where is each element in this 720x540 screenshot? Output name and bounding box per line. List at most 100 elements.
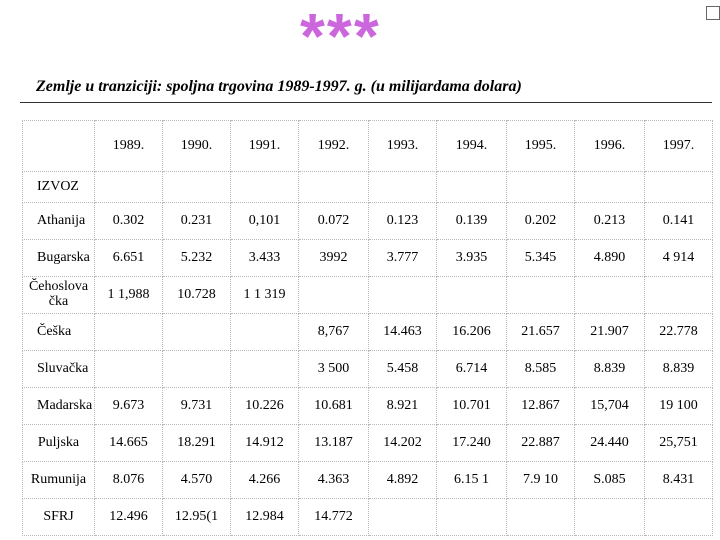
table-row: Rumunija 8.076 4.570 4.266 4.363 4.892 6… bbox=[22, 461, 713, 499]
value-cell bbox=[436, 498, 507, 536]
year-header: 1992. bbox=[298, 120, 369, 172]
value-cell: 12.95(1 bbox=[162, 498, 231, 536]
value-cell bbox=[298, 276, 369, 314]
value-cell: 14.665 bbox=[94, 424, 163, 462]
value-cell: 21.657 bbox=[506, 313, 575, 351]
value-cell: 9.731 bbox=[162, 387, 231, 425]
value-cell: 0.072 bbox=[298, 202, 369, 240]
country-label: Čehoslova čka bbox=[22, 276, 95, 314]
country-label: Češka bbox=[22, 313, 95, 351]
value-cell bbox=[436, 276, 507, 314]
table-row: Čehoslova čka 1 1,988 10.728 1 1 319 bbox=[22, 276, 713, 314]
year-header: 1990. bbox=[162, 120, 231, 172]
country-label: Athanija bbox=[22, 202, 95, 240]
value-cell bbox=[230, 350, 299, 388]
title-underline bbox=[20, 102, 712, 103]
year-header: 1997. bbox=[644, 120, 713, 172]
value-cell: 8.921 bbox=[368, 387, 437, 425]
decorative-stars: *** bbox=[300, 0, 381, 72]
value-cell bbox=[644, 498, 713, 536]
value-cell: 14.202 bbox=[368, 424, 437, 462]
value-cell: 10.728 bbox=[162, 276, 231, 314]
value-cell: 25,751 bbox=[644, 424, 713, 462]
value-cell: 3992 bbox=[298, 239, 369, 277]
value-cell: 10.681 bbox=[298, 387, 369, 425]
table-row: Sluvačka 3 500 5.458 6.714 8.585 8.839 8… bbox=[22, 350, 713, 388]
section-label: IZVOZ bbox=[22, 171, 95, 203]
value-cell: 3.777 bbox=[368, 239, 437, 277]
value-cell: 24.440 bbox=[574, 424, 645, 462]
table-row: Bugarska 6.651 5.232 3.433 3992 3.777 3.… bbox=[22, 239, 713, 277]
value-cell: 8.076 bbox=[94, 461, 163, 499]
value-cell: 19 100 bbox=[644, 387, 713, 425]
empty-cell bbox=[368, 171, 437, 203]
value-cell: 4.890 bbox=[574, 239, 645, 277]
value-cell: 3.935 bbox=[436, 239, 507, 277]
value-cell: 8.839 bbox=[644, 350, 713, 388]
value-cell: 4.266 bbox=[230, 461, 299, 499]
value-cell: 4.570 bbox=[162, 461, 231, 499]
value-cell bbox=[574, 276, 645, 314]
value-cell: 1 1 319 bbox=[230, 276, 299, 314]
value-cell: 0.302 bbox=[94, 202, 163, 240]
year-header: 1993. bbox=[368, 120, 437, 172]
value-cell: 6.15 1 bbox=[436, 461, 507, 499]
value-cell bbox=[368, 498, 437, 536]
value-cell: 16.206 bbox=[436, 313, 507, 351]
country-label: Puljska bbox=[22, 424, 95, 462]
value-cell: 22.887 bbox=[506, 424, 575, 462]
value-cell bbox=[368, 276, 437, 314]
value-cell: 6.651 bbox=[94, 239, 163, 277]
empty-cell bbox=[436, 171, 507, 203]
value-cell: 12.867 bbox=[506, 387, 575, 425]
value-cell: 0.202 bbox=[506, 202, 575, 240]
value-cell: 8.839 bbox=[574, 350, 645, 388]
value-cell: 4.363 bbox=[298, 461, 369, 499]
corner-square-decoration bbox=[706, 6, 720, 20]
year-header: 1996. bbox=[574, 120, 645, 172]
value-cell: 15,704 bbox=[574, 387, 645, 425]
empty-cell bbox=[644, 171, 713, 203]
year-header: 1995. bbox=[506, 120, 575, 172]
value-cell: 10.701 bbox=[436, 387, 507, 425]
section-row: IZVOZ bbox=[22, 171, 713, 203]
table-row: SFRJ 12.496 12.95(1 12.984 14.772 bbox=[22, 498, 713, 536]
value-cell: 3 500 bbox=[298, 350, 369, 388]
value-cell: 5.458 bbox=[368, 350, 437, 388]
value-cell bbox=[644, 276, 713, 314]
table-row: Puljska 14.665 18.291 14.912 13.187 14.2… bbox=[22, 424, 713, 462]
slide-title: Zemlje u tranziciji: spoljna trgovina 19… bbox=[36, 78, 522, 95]
empty-cell bbox=[94, 171, 163, 203]
value-cell bbox=[506, 276, 575, 314]
country-label: Madarska bbox=[22, 387, 95, 425]
empty-cell bbox=[574, 171, 645, 203]
value-cell bbox=[94, 350, 163, 388]
value-cell: 0.141 bbox=[644, 202, 713, 240]
value-cell: 0.213 bbox=[574, 202, 645, 240]
table-row: Madarska 9.673 9.731 10.226 10.681 8.921… bbox=[22, 387, 713, 425]
value-cell bbox=[162, 313, 231, 351]
value-cell: 7.9 10 bbox=[506, 461, 575, 499]
year-header: 1989. bbox=[94, 120, 163, 172]
value-cell: 9.673 bbox=[94, 387, 163, 425]
trade-table: 1989. 1990. 1991. 1992. 1993. 1994. 1995… bbox=[22, 120, 713, 536]
value-cell: 8,767 bbox=[298, 313, 369, 351]
value-cell bbox=[162, 350, 231, 388]
value-cell: 17.240 bbox=[436, 424, 507, 462]
value-cell: 21.907 bbox=[574, 313, 645, 351]
value-cell: 14.463 bbox=[368, 313, 437, 351]
value-cell: 14.912 bbox=[230, 424, 299, 462]
country-label: Rumunija bbox=[22, 461, 95, 499]
country-label: Bugarska bbox=[22, 239, 95, 277]
value-cell bbox=[506, 498, 575, 536]
value-cell: 8.431 bbox=[644, 461, 713, 499]
value-cell bbox=[230, 313, 299, 351]
value-cell bbox=[574, 498, 645, 536]
value-cell: 5.345 bbox=[506, 239, 575, 277]
value-cell: 5.232 bbox=[162, 239, 231, 277]
value-cell: 0.231 bbox=[162, 202, 231, 240]
value-cell: 12.984 bbox=[230, 498, 299, 536]
year-header: 1994. bbox=[436, 120, 507, 172]
table-row: Athanija 0.302 0.231 0,101 0.072 0.123 0… bbox=[22, 202, 713, 240]
value-cell: 22.778 bbox=[644, 313, 713, 351]
